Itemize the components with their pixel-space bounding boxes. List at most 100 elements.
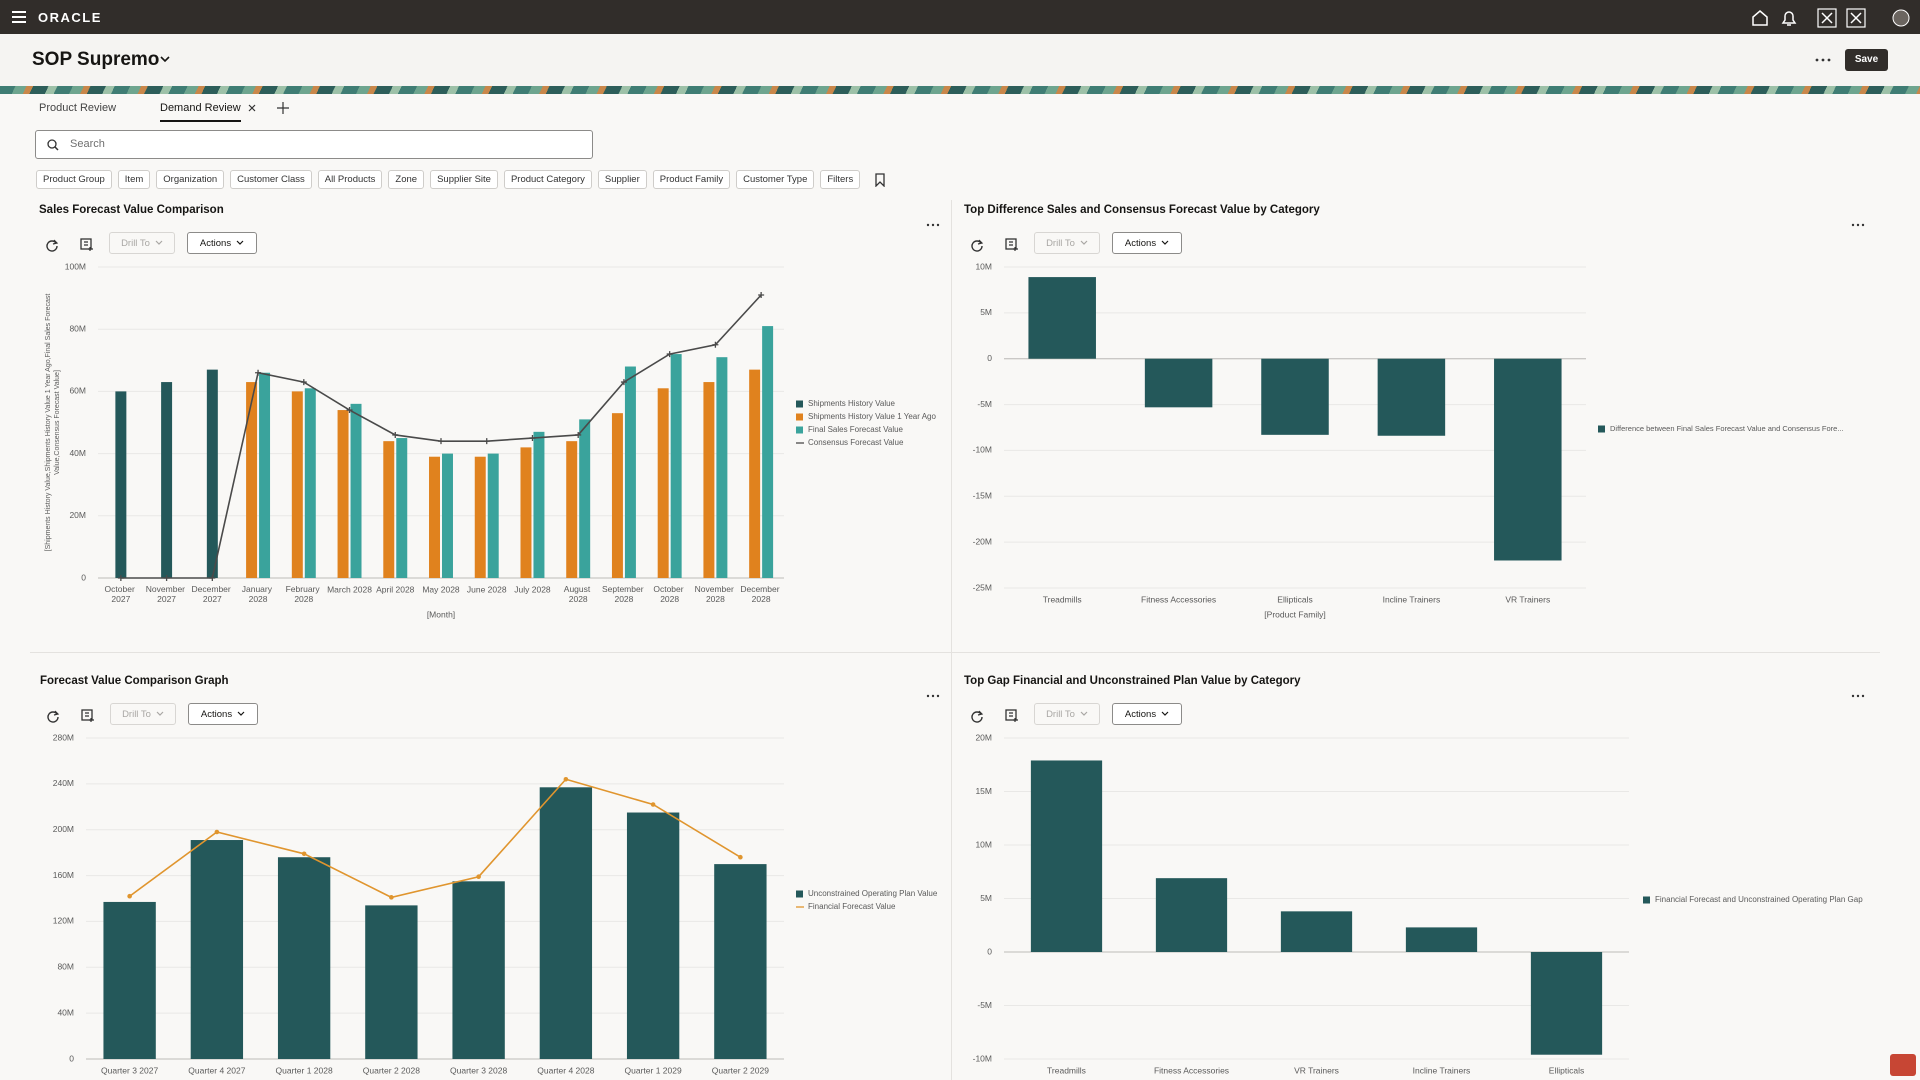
tab-close[interactable] xyxy=(248,104,256,112)
view-icon[interactable] xyxy=(80,238,94,252)
drill-button[interactable]: Drill To xyxy=(1034,703,1100,725)
y-tick-label: -25M xyxy=(973,582,992,592)
x-tick-label: July 2028 xyxy=(514,584,551,594)
bar xyxy=(624,366,636,578)
line xyxy=(129,778,741,899)
actions-button[interactable]: Actions xyxy=(187,232,257,254)
filter-chip[interactable]: Item xyxy=(117,170,151,189)
y-tick-label: -5M xyxy=(977,399,992,409)
legend-label: Financial Forecast and Unconstrained Ope… xyxy=(1655,895,1863,904)
panel-more[interactable] xyxy=(1851,685,1865,698)
bookmark-icon[interactable] xyxy=(874,172,886,187)
page-title[interactable]: SOP Supremo xyxy=(32,49,160,70)
x-tick-label: Fitness Accessories xyxy=(1141,594,1216,604)
line-point xyxy=(666,351,673,358)
filter-chip[interactable]: Product Group xyxy=(36,170,112,189)
legend-label: Financial Forecast Value xyxy=(808,902,896,911)
x-tick-label: Ellipticals xyxy=(1277,594,1312,604)
bar xyxy=(611,413,623,578)
header-icons[interactable] xyxy=(1750,8,1920,28)
bar xyxy=(1377,358,1446,436)
line-point xyxy=(712,341,719,348)
line-point xyxy=(214,829,220,835)
line-point xyxy=(392,431,399,438)
filter-chip[interactable]: Organization xyxy=(156,170,225,189)
panel-title: Forecast Value Comparison Graph xyxy=(40,675,229,687)
x-tick-label: VR Trainers xyxy=(1505,594,1550,604)
tab-add[interactable] xyxy=(277,102,289,114)
panel-more[interactable] xyxy=(926,685,940,698)
actions-button[interactable]: Actions xyxy=(1112,703,1182,725)
drill-label: Drill To xyxy=(1046,237,1075,249)
bar xyxy=(103,901,156,1059)
drill-button[interactable]: Drill To xyxy=(110,703,176,725)
actions-label: Actions xyxy=(200,708,233,720)
drill-label: Drill To xyxy=(1046,708,1075,720)
tab[interactable]: Product Review xyxy=(39,102,117,114)
bar xyxy=(291,391,303,578)
x-tick-label: Quarter 3 2027 xyxy=(101,1065,158,1075)
save-button[interactable]: Save xyxy=(1845,49,1888,71)
menu-icon[interactable] xyxy=(12,11,26,23)
refresh-icon[interactable] xyxy=(46,709,60,723)
x-tick-label: Quarter 4 2027 xyxy=(188,1065,245,1075)
filter-bar: Product Group Item Organization Customer Cl… xyxy=(36,170,886,189)
bar xyxy=(337,410,349,578)
line-point xyxy=(346,407,353,414)
filter-chip[interactable]: Zone xyxy=(388,170,425,189)
bar xyxy=(1155,878,1228,952)
bar xyxy=(429,456,440,578)
panel-more[interactable] xyxy=(926,214,940,227)
bar xyxy=(716,357,728,578)
x-tick-label: Quarter 4 2028 xyxy=(537,1065,594,1075)
bar xyxy=(749,369,761,578)
actions-button[interactable]: Actions xyxy=(1112,232,1182,254)
actions-button[interactable]: Actions xyxy=(188,703,258,725)
chat-button[interactable] xyxy=(1890,1054,1916,1076)
legend-label: Final Sales Forecast Value xyxy=(808,425,904,434)
tab-active[interactable]: Demand Review xyxy=(160,102,241,122)
refresh-icon[interactable] xyxy=(970,238,984,252)
x-tick-label: November 2027 xyxy=(146,584,188,604)
filter-chip[interactable]: Supplier xyxy=(597,170,647,189)
line-point xyxy=(476,874,481,880)
y-tick-label: 0 xyxy=(81,572,86,582)
filter-chip[interactable]: Product Family xyxy=(652,170,731,189)
search-box[interactable]: Search xyxy=(35,130,593,159)
search-placeholder: Search xyxy=(70,138,105,150)
x-tick-label: Treadmills xyxy=(1043,594,1082,604)
y-tick-label: -10M xyxy=(973,445,992,455)
line-point xyxy=(575,431,582,438)
y-tick-label: 20M xyxy=(69,510,86,520)
view-icon[interactable] xyxy=(81,709,95,723)
x-tick-label: February 2028 xyxy=(286,584,322,604)
y-tick-label: 5M xyxy=(980,307,992,317)
x-tick-label: May 2028 xyxy=(422,584,460,594)
page-more[interactable] xyxy=(1815,58,1831,62)
panel-title: Top Gap Financial and Unconstrained Plan… xyxy=(964,675,1301,687)
view-icon[interactable] xyxy=(1005,709,1019,723)
refresh-icon[interactable] xyxy=(970,709,984,723)
filter-chip[interactable]: All Products xyxy=(317,170,383,189)
bar xyxy=(1028,277,1096,359)
y-tick-label: 80M xyxy=(57,962,74,972)
panel-more[interactable] xyxy=(1851,214,1865,227)
legend-swatch xyxy=(1598,425,1605,433)
bar xyxy=(1494,358,1562,561)
view-icon[interactable] xyxy=(1005,238,1019,252)
refresh-icon[interactable] xyxy=(45,238,59,252)
filter-chip[interactable]: Customer Type xyxy=(736,170,815,189)
filter-chip[interactable]: Product Category xyxy=(503,170,592,189)
drill-button[interactable]: Drill To xyxy=(1034,232,1100,254)
bar xyxy=(277,857,331,1059)
filter-chip[interactable]: Filters xyxy=(820,170,861,189)
legend-label: Unconstrained Operating Plan Value xyxy=(808,889,938,898)
y-tick-label: 160M xyxy=(53,870,74,880)
drill-button[interactable]: Drill To xyxy=(109,232,175,254)
y-tick-label: 10M xyxy=(975,839,992,849)
filter-chip[interactable]: Supplier Site xyxy=(430,170,498,189)
title-chevron[interactable] xyxy=(160,56,170,64)
x-tick-label: Quarter 2 2029 xyxy=(712,1065,769,1075)
filter-chip[interactable]: Customer Class xyxy=(230,170,312,189)
x-tick-label: October 2028 xyxy=(653,584,686,604)
